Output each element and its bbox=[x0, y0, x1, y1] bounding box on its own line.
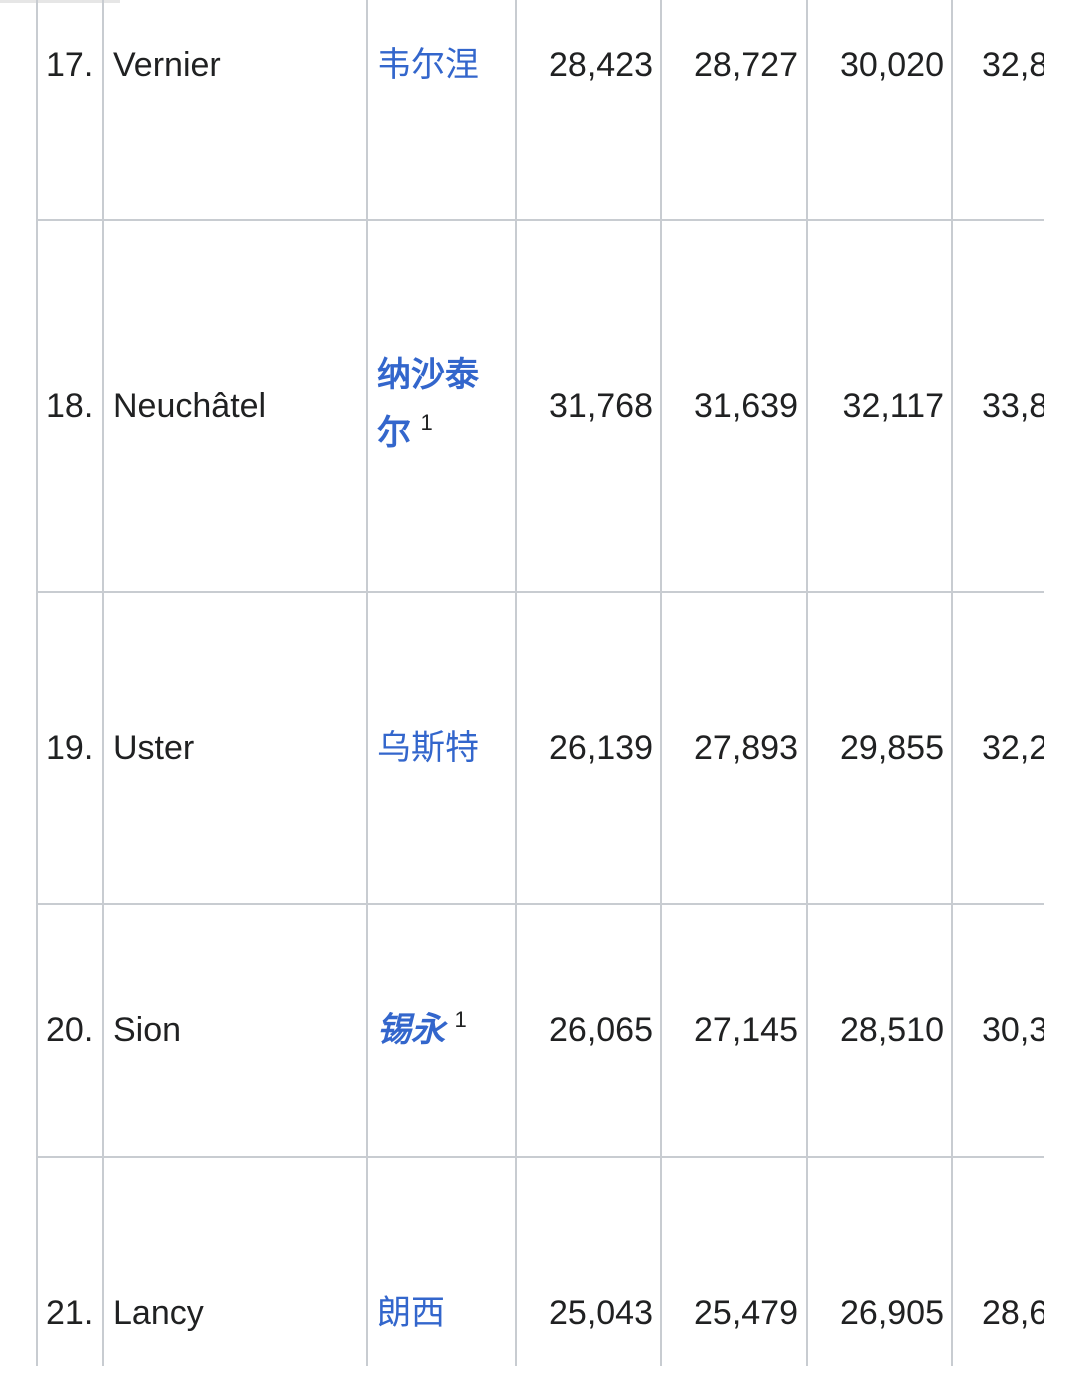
population-value: 25,479 bbox=[694, 1294, 798, 1332]
city-name: Neuchâtel bbox=[113, 387, 267, 425]
table-row: 17. Vernier 韦尔涅 28,423 28,727 30,020 32,… bbox=[0, 35, 1044, 95]
chinese-name-link[interactable]: 韦尔涅 bbox=[377, 46, 479, 84]
row-divider bbox=[37, 1156, 1044, 1158]
column-divider bbox=[366, 0, 368, 1366]
population-table[interactable]: 17. Vernier 韦尔涅 28,423 28,727 30,020 32,… bbox=[0, 0, 1044, 1366]
population-value: 27,145 bbox=[694, 1011, 798, 1049]
chinese-name-link[interactable]: 朗西 bbox=[377, 1294, 445, 1332]
footnote-ref[interactable]: 1 bbox=[420, 410, 433, 435]
city-name: Sion bbox=[113, 1011, 182, 1049]
column-divider bbox=[102, 0, 104, 1366]
population-value: 32,2 bbox=[982, 729, 1044, 767]
city-name: Lancy bbox=[113, 1294, 204, 1332]
column-divider bbox=[36, 0, 38, 1366]
population-value: 25,043 bbox=[549, 1294, 653, 1332]
chinese-name-link[interactable]: 乌斯特 bbox=[377, 729, 479, 767]
population-value: 28,727 bbox=[694, 46, 798, 84]
population-value: 31,768 bbox=[549, 387, 653, 425]
rank: 21. bbox=[46, 1294, 94, 1332]
row-divider bbox=[37, 903, 1044, 905]
city-name: Vernier bbox=[113, 46, 221, 84]
rank: 19. bbox=[46, 729, 94, 767]
population-value: 26,905 bbox=[840, 1294, 944, 1332]
footnote-ref[interactable]: 1 bbox=[454, 1007, 467, 1032]
rank: 18. bbox=[46, 387, 94, 425]
population-value: 30,3 bbox=[982, 1011, 1044, 1049]
population-value: 26,139 bbox=[549, 729, 653, 767]
population-value: 27,893 bbox=[694, 729, 798, 767]
population-value: 31,639 bbox=[694, 387, 798, 425]
population-value: 30,020 bbox=[840, 46, 944, 84]
population-value: 28,6 bbox=[982, 1294, 1044, 1332]
city-name: Uster bbox=[113, 729, 195, 767]
rank: 20. bbox=[46, 1011, 94, 1049]
table-row: 18. Neuchâtel 纳沙泰尔 1 31,768 31,639 32,11… bbox=[0, 356, 1044, 452]
chinese-name-link[interactable]: 纳沙泰尔 bbox=[377, 356, 479, 452]
table-row: 20. Sion 锡永 1 26,065 27,145 28,510 30,3 bbox=[0, 1000, 1044, 1060]
row-divider bbox=[37, 219, 1044, 221]
rank: 17. bbox=[46, 46, 94, 84]
population-value: 28,423 bbox=[549, 46, 653, 84]
population-value: 28,510 bbox=[840, 1011, 944, 1049]
chinese-name-link[interactable]: 锡永 bbox=[377, 1011, 445, 1049]
chinese-name-cell: 锡永 1 bbox=[377, 1000, 467, 1060]
table-row: 21. Lancy 朗西 25,043 25,479 26,905 28,6 bbox=[0, 1283, 1044, 1343]
column-divider bbox=[951, 0, 953, 1366]
column-divider bbox=[806, 0, 808, 1366]
population-value: 29,855 bbox=[840, 729, 944, 767]
column-divider bbox=[660, 0, 662, 1366]
population-value: 32,117 bbox=[842, 387, 944, 425]
table-row: 19. Uster 乌斯特 26,139 27,893 29,855 32,2 bbox=[0, 718, 1044, 778]
chinese-name-cell: 纳沙泰尔 1 bbox=[377, 346, 497, 462]
column-divider bbox=[515, 0, 517, 1366]
scroll-shadow bbox=[0, 0, 120, 3]
population-value: 32,8 bbox=[982, 46, 1044, 84]
row-divider bbox=[37, 591, 1044, 593]
population-value: 26,065 bbox=[549, 1011, 653, 1049]
population-value: 33,8 bbox=[982, 387, 1044, 425]
